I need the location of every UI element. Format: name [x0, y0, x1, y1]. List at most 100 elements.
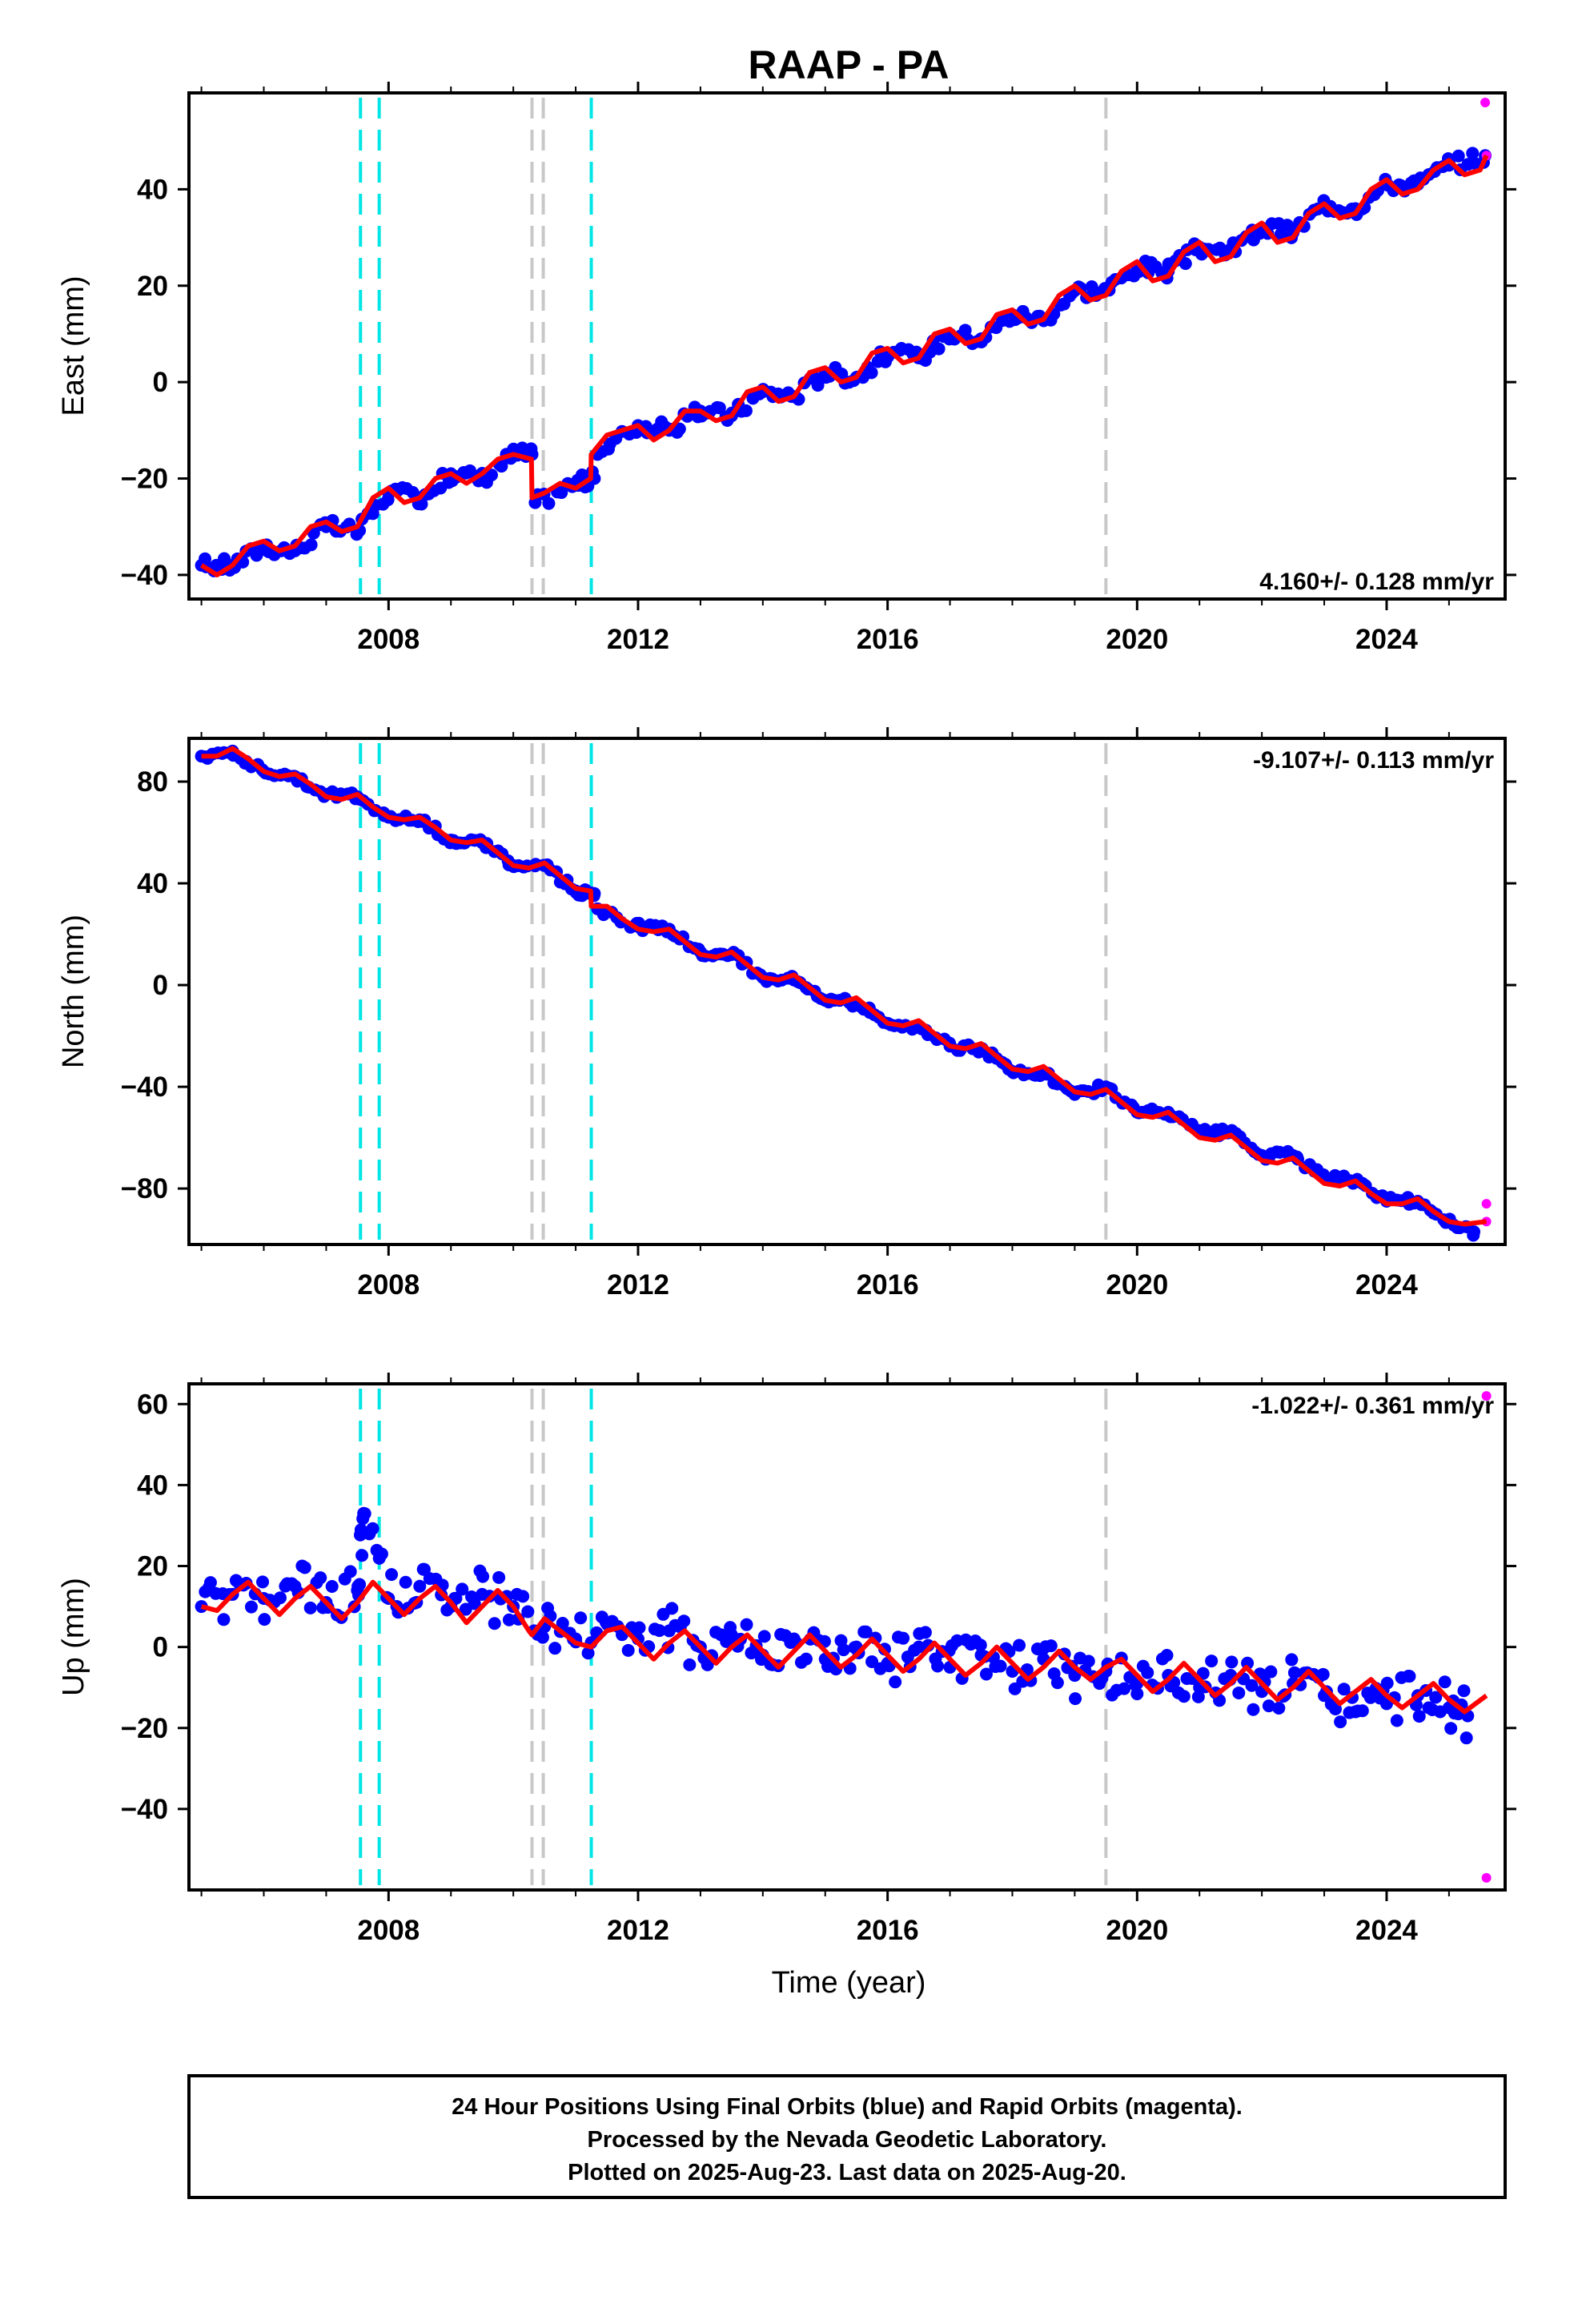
- up-position-point: [1225, 1655, 1239, 1669]
- east-position-point: [542, 497, 556, 510]
- north-rapid-point: [1481, 1199, 1492, 1209]
- up-position-point: [632, 1621, 646, 1634]
- east-x-tick-label: 2024: [1355, 624, 1418, 655]
- up-position-point: [1262, 1699, 1275, 1713]
- up-position-point: [1390, 1714, 1403, 1727]
- up-position-point: [385, 1568, 399, 1582]
- up-x-tick-label: 2024: [1355, 1915, 1418, 1946]
- footer-box: 24 Hour Positions Using Final Orbits (bl…: [187, 2074, 1507, 2199]
- up-rapid-point: [1481, 1391, 1492, 1401]
- up-position-point: [548, 1642, 562, 1655]
- up-position-point: [1287, 1666, 1301, 1679]
- up-position-point: [1177, 1690, 1191, 1703]
- up-x-tick-label: 2016: [857, 1915, 919, 1946]
- up-position-point: [799, 1652, 813, 1666]
- up-position-point: [662, 1624, 676, 1638]
- east-position-point: [932, 342, 946, 356]
- up-position-point: [413, 1579, 427, 1593]
- up-position-point: [574, 1611, 588, 1625]
- up-position-point: [787, 1632, 801, 1646]
- up-position-point: [366, 1522, 379, 1535]
- north-y-axis-label: North (mm): [57, 915, 90, 1068]
- up-position-point: [1272, 1701, 1286, 1715]
- up-position-point: [757, 1630, 771, 1643]
- up-position-point: [621, 1643, 635, 1657]
- north-plot-area: 2008 2012 2016 2020 2024 −80 −40 0 40 80: [121, 727, 1516, 1301]
- up-y-tick-label: −40: [121, 1794, 168, 1825]
- up-position-point: [1069, 1692, 1082, 1706]
- up-position-point: [343, 1565, 357, 1578]
- up-plot-frame: [187, 1382, 1507, 1892]
- east-position-point: [865, 366, 878, 380]
- east-y-tick-label: −20: [121, 464, 168, 495]
- up-position-point: [1118, 1682, 1131, 1695]
- up-position-point: [258, 1613, 271, 1626]
- up-position-point: [288, 1579, 302, 1593]
- up-position-point: [298, 1561, 311, 1574]
- up-position-point: [256, 1575, 270, 1589]
- east-position-point: [1466, 147, 1480, 160]
- up-position-point: [303, 1601, 317, 1614]
- up-rapid-point: [1481, 1872, 1492, 1883]
- up-position-point: [889, 1675, 902, 1689]
- east-x-tick-label: 2020: [1106, 624, 1168, 655]
- up-position-point: [476, 1587, 489, 1601]
- up-position-point: [912, 1640, 926, 1654]
- up-position-point: [740, 1618, 753, 1631]
- east-position-point: [713, 401, 726, 415]
- east-rapid-point: [1480, 98, 1491, 108]
- east-x-tick-label: 2016: [857, 624, 919, 655]
- up-position-point: [1334, 1715, 1347, 1729]
- up-position-point: [581, 1647, 595, 1660]
- east-y-tick-label: 20: [137, 271, 168, 302]
- east-y-tick-label: 0: [153, 367, 168, 398]
- up-position-point: [521, 1605, 535, 1618]
- east-position-point: [1452, 149, 1465, 163]
- north-x-tick-label: 2024: [1355, 1269, 1418, 1301]
- up-position-point: [273, 1591, 287, 1605]
- north-y-tick-label: 40: [137, 868, 168, 899]
- up-position-point: [859, 1625, 873, 1638]
- up-position-point: [897, 1631, 910, 1645]
- up-position-point: [600, 1616, 614, 1630]
- up-position-point: [325, 1579, 339, 1593]
- east-position-point: [1274, 227, 1287, 241]
- north-rate-label: -9.107+/- 0.113 mm/yr: [1253, 747, 1494, 774]
- north-position-point: [1468, 1225, 1481, 1239]
- north-panel: 2008 2012 2016 2020 2024 −80 −40 0 40 80 -9.107+/…: [57, 727, 1516, 1301]
- up-position-point: [492, 1570, 506, 1584]
- up-position-point: [502, 1613, 516, 1626]
- up-position-point: [1082, 1655, 1095, 1668]
- up-position-point: [488, 1617, 501, 1630]
- east-plot-area: 2008 2012 2016 2020 2024 −40 −20 0 20 40: [121, 82, 1516, 655]
- up-position-point: [665, 1602, 679, 1615]
- up-position-point: [683, 1658, 697, 1671]
- north-x-tick-label: 2008: [357, 1269, 420, 1301]
- up-position-point: [1429, 1691, 1443, 1704]
- footer-line-2: Processed by the Nevada Geodetic Laborat…: [588, 2127, 1107, 2153]
- up-position-point: [314, 1571, 327, 1585]
- north-x-tick-label: 2016: [857, 1269, 919, 1301]
- up-position-point: [536, 1630, 549, 1644]
- up-position-point: [918, 1626, 932, 1639]
- x-axis-label: Time (year): [772, 1966, 926, 2000]
- up-position-point: [1363, 1691, 1377, 1704]
- up-model-line: [200, 1579, 1488, 1715]
- north-x-tick-label: 2012: [607, 1269, 669, 1301]
- east-model-line: [200, 155, 1489, 577]
- up-x-tick-label: 2020: [1106, 1915, 1168, 1946]
- up-position-point: [865, 1655, 879, 1668]
- up-position-point: [244, 1600, 258, 1614]
- up-position-point: [1412, 1710, 1426, 1723]
- up-position-point: [1285, 1653, 1299, 1667]
- north-x-tick-label: 2020: [1106, 1269, 1168, 1301]
- up-position-point: [1349, 1705, 1363, 1719]
- up-x-tick-label: 2008: [357, 1915, 420, 1946]
- up-position-point: [1050, 1676, 1064, 1690]
- up-position-point: [456, 1582, 469, 1596]
- east-x-tick-label: 2008: [357, 624, 420, 655]
- footer-line-1: 24 Hour Positions Using Final Orbits (bl…: [452, 2094, 1243, 2120]
- up-position-point: [1316, 1667, 1330, 1681]
- up-position-point: [652, 1624, 666, 1638]
- east-position-point: [1178, 257, 1192, 271]
